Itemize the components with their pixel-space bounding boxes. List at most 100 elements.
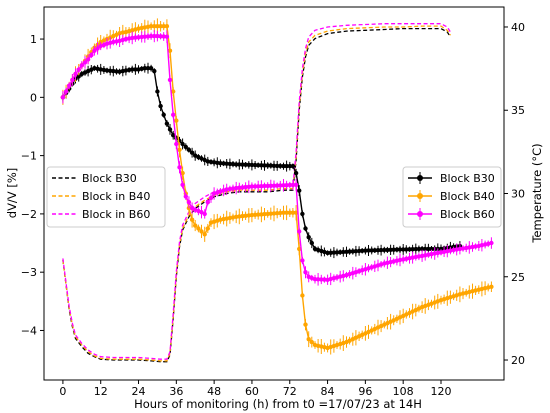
- dvv-point: [372, 248, 377, 253]
- dvv-point: [152, 24, 157, 29]
- dvv-point: [278, 183, 283, 188]
- legend-left-label-b60: Block in B60: [82, 208, 150, 221]
- dvv-point: [410, 247, 415, 252]
- dvv-point: [73, 71, 78, 77]
- dvv-point: [319, 277, 324, 282]
- dvv-point: [256, 163, 261, 168]
- dvv-point: [290, 210, 296, 215]
- dvv-point: [300, 258, 305, 263]
- dvv-point: [164, 24, 170, 29]
- dvv-point: [243, 162, 248, 167]
- dvv-point: [196, 226, 201, 231]
- dvv-point: [353, 249, 359, 254]
- dvv-point: [271, 163, 277, 168]
- y-left-tick-label: −2: [21, 208, 37, 221]
- dvv-point: [334, 250, 340, 255]
- legend-right-swatch-marker-b40: [417, 193, 423, 199]
- dvv-point: [287, 182, 292, 188]
- dvv-point: [142, 66, 147, 71]
- dvv-series-layer: [60, 18, 494, 355]
- dvv-point: [237, 162, 242, 167]
- dvv-point: [309, 339, 314, 345]
- dvv-point: [202, 232, 207, 237]
- dvv-point: [155, 24, 160, 29]
- dvv-point: [413, 246, 418, 252]
- dvv-point: [164, 121, 170, 126]
- dvv-point: [303, 270, 308, 275]
- temperature-line-0: [62, 27, 451, 363]
- dvv-point: [186, 147, 192, 152]
- dvv-point: [271, 183, 277, 188]
- dvv-point: [249, 212, 255, 218]
- dvv-point: [341, 249, 346, 255]
- legend-right-swatch-marker-b30: [417, 175, 423, 181]
- dvv-point: [237, 214, 242, 219]
- dvv-point: [152, 33, 157, 39]
- dvv-point: [394, 247, 400, 252]
- dvv-point: [161, 34, 166, 39]
- dvv-point: [284, 210, 289, 215]
- dvv-point: [152, 68, 157, 74]
- dvv-point: [328, 250, 333, 255]
- dvv-point: [281, 163, 286, 169]
- dvv-point: [189, 150, 195, 155]
- y-right-tick-label: 20: [511, 354, 525, 367]
- dvv-point: [60, 95, 66, 100]
- dvv-point: [369, 248, 374, 253]
- dvv-point: [281, 183, 286, 188]
- dvv-point: [489, 284, 494, 289]
- dvv-point: [256, 184, 261, 189]
- x-axis-label: Hours of monitoring (h) from t0 =17/07/2…: [134, 397, 422, 411]
- legend-left-box: [46, 166, 166, 228]
- dvv-point: [79, 63, 85, 68]
- dvv-point: [278, 163, 283, 169]
- dvv-point: [145, 66, 151, 71]
- dvv-point: [186, 200, 192, 205]
- dvv-point: [325, 250, 330, 256]
- dvv-point: [167, 127, 173, 132]
- dvv-point: [174, 141, 179, 147]
- dvv-point: [158, 24, 163, 29]
- dvv-point: [161, 24, 166, 29]
- dvv-point: [76, 74, 81, 79]
- legend-right-label-b60: Block B60: [440, 208, 495, 221]
- dvv-point: [136, 35, 141, 40]
- dvv-point: [312, 277, 318, 282]
- dvv-point: [360, 248, 365, 253]
- dvv-point: [426, 246, 431, 252]
- dvv-point: [180, 182, 185, 187]
- dvv-point: [489, 240, 494, 246]
- dvv-point: [180, 141, 185, 147]
- temperature-lines-layer: [62, 23, 451, 363]
- dvv-point: [167, 77, 173, 83]
- dvv-point: [252, 184, 258, 189]
- dvv-point: [92, 48, 97, 53]
- y-left-tick-label: −1: [21, 150, 37, 163]
- dvv-point: [177, 147, 182, 152]
- dvv-point: [416, 246, 422, 252]
- dvv-point: [193, 223, 198, 228]
- dvv-point: [230, 186, 236, 191]
- legend-left-label-b30: Block B30: [82, 172, 137, 185]
- dvv-point: [363, 248, 368, 253]
- dvv-point: [259, 163, 264, 168]
- dvv-point: [404, 247, 409, 252]
- dvv-point: [164, 34, 170, 39]
- dvv-point: [158, 103, 163, 109]
- dvv-point: [275, 183, 280, 188]
- y-left-tick-label: 1: [30, 33, 37, 46]
- dvv-point: [284, 183, 289, 188]
- dvv-point: [224, 187, 229, 192]
- dvv-point: [234, 162, 239, 167]
- dvv-point: [419, 246, 425, 252]
- dvv-point: [429, 246, 434, 252]
- dvv-point: [281, 210, 286, 215]
- dvv-point: [262, 211, 267, 217]
- legend-right-label-b40: Block B40: [440, 190, 495, 203]
- dvv-point: [155, 89, 160, 94]
- dvv-point: [63, 89, 69, 94]
- dvv-point: [202, 211, 207, 217]
- dvv-point: [237, 185, 242, 190]
- dvv-point: [155, 33, 160, 39]
- dvv-point: [148, 24, 154, 29]
